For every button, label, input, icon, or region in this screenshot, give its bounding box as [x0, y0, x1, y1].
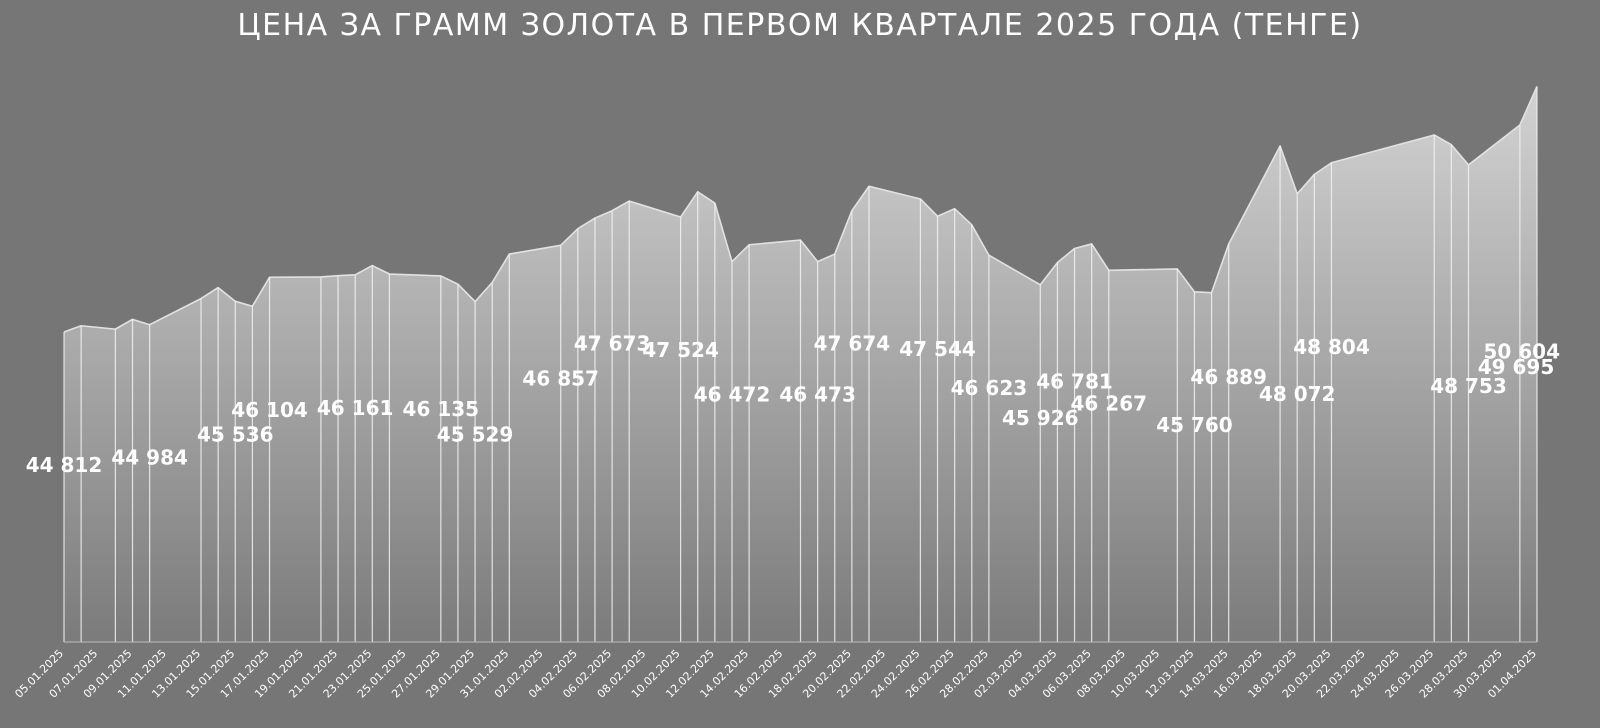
data-label: 46 161 — [317, 396, 394, 420]
data-label: 45 529 — [437, 423, 514, 447]
data-label: 46 781 — [1036, 370, 1113, 394]
data-label: 48 753 — [1430, 374, 1507, 398]
data-label: 46 857 — [522, 366, 599, 390]
data-label: 45 760 — [1156, 413, 1233, 437]
data-label: 48 072 — [1259, 382, 1336, 406]
data-label: 44 812 — [26, 453, 103, 477]
price-line — [63, 86, 1538, 333]
data-label: 47 524 — [642, 338, 719, 362]
data-label: 46 472 — [694, 383, 771, 407]
data-label: 45 536 — [197, 422, 274, 446]
drop-lines — [63, 86, 1538, 642]
data-label: 46 267 — [1071, 391, 1148, 415]
data-label: 46 104 — [231, 398, 308, 422]
data-label: 46 889 — [1190, 365, 1267, 389]
data-label: 48 804 — [1293, 335, 1370, 359]
data-label: 46 623 — [951, 376, 1028, 400]
data-label: 45 926 — [1002, 406, 1079, 430]
chart-title: ЦЕНА ЗА ГРАММ ЗОЛОТА В ПЕРВОМ КВАРТАЛЕ 2… — [237, 8, 1363, 43]
data-label: 46 473 — [779, 383, 856, 407]
data-label: 46 135 — [403, 397, 480, 421]
data-label: 47 673 — [574, 332, 651, 356]
data-label: 47 674 — [814, 332, 891, 356]
data-label: 44 984 — [111, 446, 188, 470]
data-label: 50 604 — [1483, 339, 1560, 363]
x-axis: 05.01.202507.01.202509.01.202511.01.2025… — [12, 641, 1539, 701]
data-label: 47 544 — [899, 337, 976, 361]
data-label: 49 695 — [1478, 355, 1555, 379]
